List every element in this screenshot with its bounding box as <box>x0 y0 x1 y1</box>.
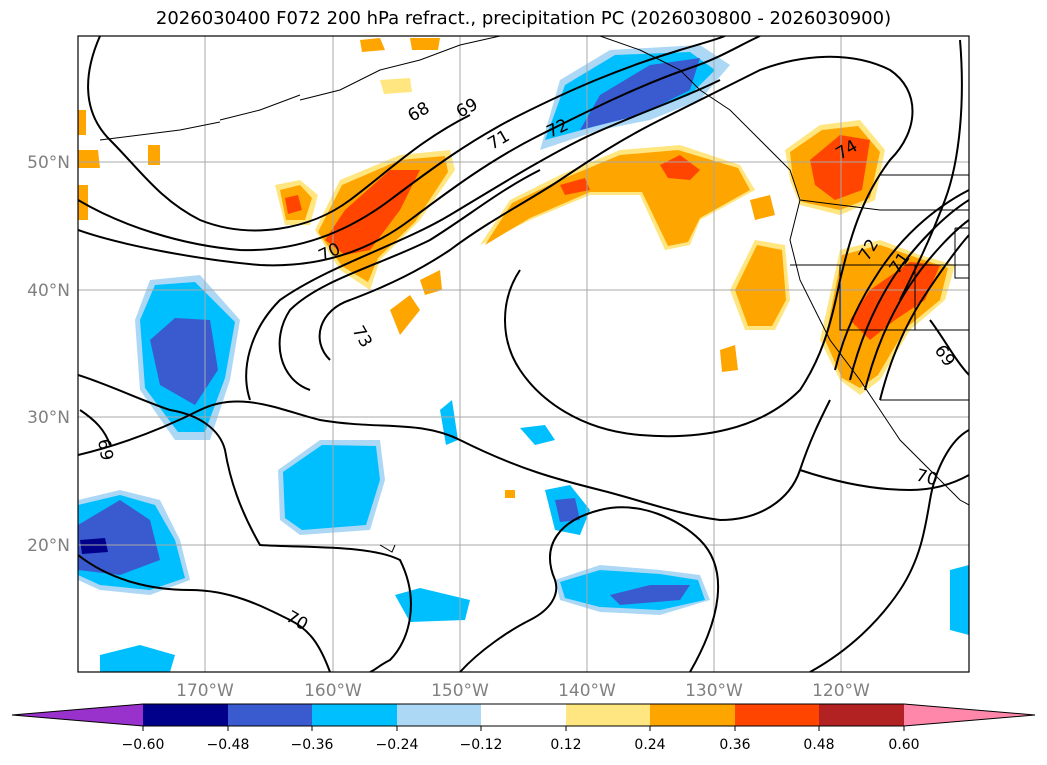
map-panel: 68 69 71 72 70 73 74 72 71 69 70 70 69 <box>78 36 969 672</box>
colorbar-tick-label: 0.60 <box>888 737 919 753</box>
colorbar-segment <box>312 704 397 726</box>
gridlines <box>78 36 969 672</box>
lat-label: 30°N <box>27 408 70 428</box>
lon-label: 150°W <box>431 681 489 701</box>
refractivity-contours <box>78 36 969 672</box>
colorbar-segment <box>566 704 650 726</box>
colorbar-tick-label: 0.48 <box>803 737 834 753</box>
colorbar-tick-label: −0.60 <box>122 737 165 753</box>
colorbar-segment <box>228 704 312 726</box>
lat-label: 50°N <box>27 153 70 173</box>
colorbar-segment <box>143 704 228 726</box>
lon-label: 140°W <box>558 681 616 701</box>
colorbar: −0.60 −0.48 −0.36 −0.24 −0.12 0.12 0.24 … <box>11 703 1036 753</box>
lon-label: 170°W <box>176 681 234 701</box>
colorbar-max-extension <box>904 704 1035 726</box>
colorbar-segment <box>735 704 819 726</box>
colorbar-tick-label: −0.36 <box>291 737 334 753</box>
colorbar-segment <box>819 704 904 726</box>
colorbar-min-extension <box>12 704 143 726</box>
map-title: 2026030400 F072 200 hPa refract., precip… <box>155 8 892 29</box>
colorbar-tick-label: 0.24 <box>634 737 665 753</box>
latitude-labels: 50°N 40°N 30°N 20°N <box>27 153 70 556</box>
map-frame <box>77 35 970 673</box>
lon-label: 160°W <box>304 681 362 701</box>
lon-label: 120°W <box>812 681 870 701</box>
colorbar-tick-label: −0.48 <box>207 737 250 753</box>
colorbar-tick-label: −0.24 <box>376 737 419 753</box>
colorbar-segment <box>397 704 481 726</box>
lat-label: 40°N <box>27 281 70 301</box>
colorbar-segment <box>481 704 566 726</box>
colorbar-tick-label: 0.12 <box>550 737 581 753</box>
longitude-labels: 170°W 160°W 150°W 140°W 130°W 120°W <box>176 681 870 701</box>
contour-label: 69 <box>93 437 116 462</box>
colorbar-tick-label: 0.36 <box>719 737 750 753</box>
colorbar-tick-label: −0.12 <box>460 737 503 753</box>
lat-label: 20°N <box>27 536 70 556</box>
colorbar-segment <box>650 704 735 726</box>
lon-label: 130°W <box>685 681 743 701</box>
